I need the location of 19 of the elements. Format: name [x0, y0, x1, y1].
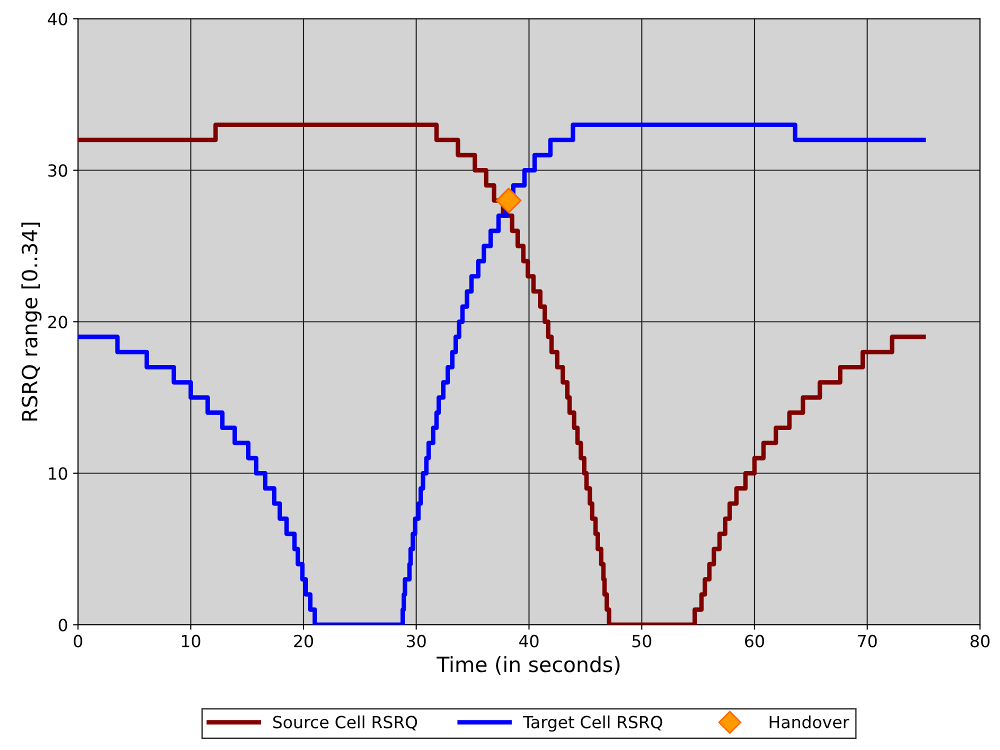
x-tick-label: 40 — [519, 634, 538, 648]
legend-label: Handover — [770, 716, 850, 728]
y-axis-title: RSRQ range [0..34] — [21, 222, 42, 421]
x-tick-label: 60 — [745, 634, 764, 648]
legend-label: Source Cell RSRQ — [273, 716, 418, 730]
x-tick-label: 80 — [970, 634, 990, 648]
y-tick-label: 10 — [48, 467, 68, 480]
x-tick-label: 0 — [74, 634, 82, 648]
y-tick-label: 40 — [48, 12, 68, 26]
x-tick-label: 10 — [182, 634, 200, 648]
legend-label: Target Cell RSRQ — [522, 716, 662, 732]
y-tick-label: 30 — [48, 164, 68, 177]
x-tick-label: 50 — [632, 634, 652, 648]
x-tick-label: 30 — [406, 634, 426, 648]
x-axis-title: Time (in seconds) — [436, 656, 620, 675]
x-tick-label: 20 — [294, 634, 313, 648]
y-tick-label: 20 — [48, 316, 68, 328]
y-tick-label: 0 — [58, 618, 68, 632]
x-tick-label: 70 — [858, 634, 877, 648]
